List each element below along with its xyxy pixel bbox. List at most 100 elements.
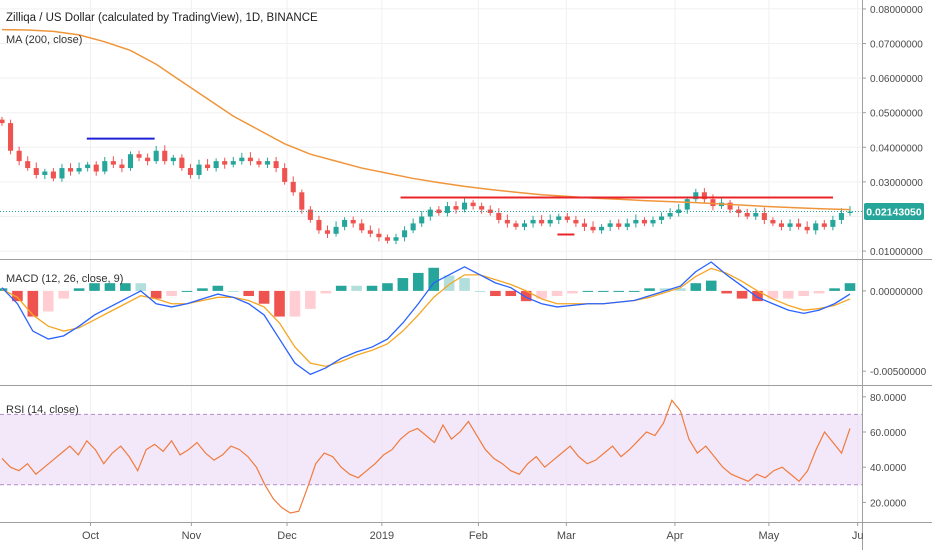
candle-body: [256, 161, 262, 165]
macd-hist-bar: [289, 290, 301, 317]
macd-hist-bar: [567, 290, 578, 294]
macd-histogram: [0, 267, 856, 317]
time-label: Feb: [469, 530, 488, 542]
candle-body: [633, 219, 639, 224]
time-label: 2019: [370, 530, 394, 542]
price-tick-label: 0.07000000: [870, 40, 923, 51]
candle-body: [701, 192, 707, 200]
time-label: Dec: [277, 530, 297, 542]
candle-body: [127, 154, 134, 169]
candle-body: [153, 150, 159, 162]
macd-hist-bar: [181, 290, 193, 292]
time-label: Nov: [182, 530, 202, 542]
candle-body: [85, 164, 91, 169]
candle-body: [410, 223, 416, 231]
macd-hist-bar: [397, 278, 409, 291]
candle-body: [367, 230, 373, 234]
macd-hist-bar: [736, 290, 748, 299]
candle-body: [290, 181, 296, 193]
candle-body: [581, 223, 588, 227]
candle-body: [333, 226, 339, 234]
price-tick-label: 0.04000000: [870, 143, 923, 154]
candle-body: [110, 161, 116, 165]
rsi-tick-label: 60.0000: [870, 428, 907, 439]
macd-hist-bar: [366, 285, 378, 291]
macd-hist-bar: [305, 290, 316, 309]
macd-hist-bar: [274, 290, 285, 317]
candle-body: [16, 150, 22, 162]
candle-body: [316, 219, 322, 231]
candle-body: [384, 237, 390, 241]
macd-hist-bar: [613, 290, 625, 292]
macd-hist-bar: [12, 290, 23, 302]
candle-body: [170, 157, 176, 162]
trendline-annotations[interactable]: [86, 137, 834, 236]
candle-body: [76, 168, 82, 172]
rsi-band-fill: [0, 414, 862, 485]
candle-body: [119, 164, 125, 169]
macd-hist-bar: [520, 290, 532, 302]
macd-tick-label: 0.00000000: [870, 287, 923, 298]
candle-body: [307, 209, 313, 220]
candle-body: [804, 226, 810, 231]
macd-axis[interactable]: 0.00000000 -0.00500000: [862, 287, 927, 378]
candle-body: [659, 216, 665, 220]
macd-hist-bar: [505, 290, 517, 297]
macd-hist-bar: [829, 288, 840, 291]
macd-hist-bar: [783, 290, 794, 299]
candle-body: [8, 123, 14, 151]
candle-body: [145, 157, 151, 162]
macd-legend: MACD (12, 26, close, 9): [6, 273, 123, 285]
candle-body: [342, 219, 348, 227]
macd-hist-bar: [628, 290, 640, 292]
candle-body: [393, 237, 399, 241]
macd-hist-bar: [490, 290, 501, 297]
signal-line: [1, 267, 851, 368]
candle-body: [847, 211, 853, 214]
candle-body: [479, 206, 485, 210]
candle-body: [753, 213, 759, 217]
candle-body: [521, 223, 528, 227]
candle-body: [590, 226, 596, 231]
candle-body: [419, 216, 425, 224]
candle-body: [744, 213, 750, 217]
candle-body: [462, 202, 468, 210]
candle-body: [444, 206, 450, 214]
macd-hist-bar: [89, 283, 100, 291]
candle-body: [273, 161, 279, 169]
price-tick-label: 0.05000000: [870, 109, 923, 120]
candle-body: [616, 223, 622, 227]
candle-body: [547, 219, 553, 224]
candle-body: [710, 199, 716, 207]
candle-body: [496, 213, 502, 220]
chart-title: Zilliqa / US Dollar (calculated by Tradi…: [6, 12, 318, 24]
time-axis[interactable]: Oct Nov Dec 2019 Feb Mar Apr May Ju: [82, 522, 864, 542]
candle-body: [50, 171, 56, 179]
macd-hist-bar: [659, 288, 671, 291]
macd-hist-bar: [335, 285, 347, 291]
time-label: May: [759, 530, 780, 542]
candle-body: [402, 230, 408, 238]
macd-hist-bar: [644, 288, 655, 291]
candle-body: [359, 223, 365, 231]
candle-body: [693, 192, 699, 200]
macd-hist-bar: [767, 290, 779, 299]
macd-hist-bar: [582, 290, 594, 292]
candle-body: [376, 233, 382, 238]
ma-legend: MA (200, close): [6, 34, 82, 46]
rsi-axis[interactable]: 80.0000 60.0000 40.0000 20.0000: [862, 393, 907, 510]
candle-body: [0, 119, 5, 124]
rsi-tick-label: 80.0000: [870, 393, 907, 404]
price-axis[interactable]: 0.08000000 0.07000000 0.06000000 0.05000000…: [862, 5, 923, 258]
candle-body: [162, 150, 168, 162]
candle-body: [761, 213, 767, 220]
candle-body: [33, 168, 39, 175]
macd-hist-bar: [675, 288, 686, 291]
candle-body: [264, 161, 271, 165]
candle-body: [230, 161, 236, 165]
macd-hist-bar: [752, 290, 763, 302]
candle-body: [67, 168, 74, 172]
macd-hist-bar: [551, 290, 563, 297]
